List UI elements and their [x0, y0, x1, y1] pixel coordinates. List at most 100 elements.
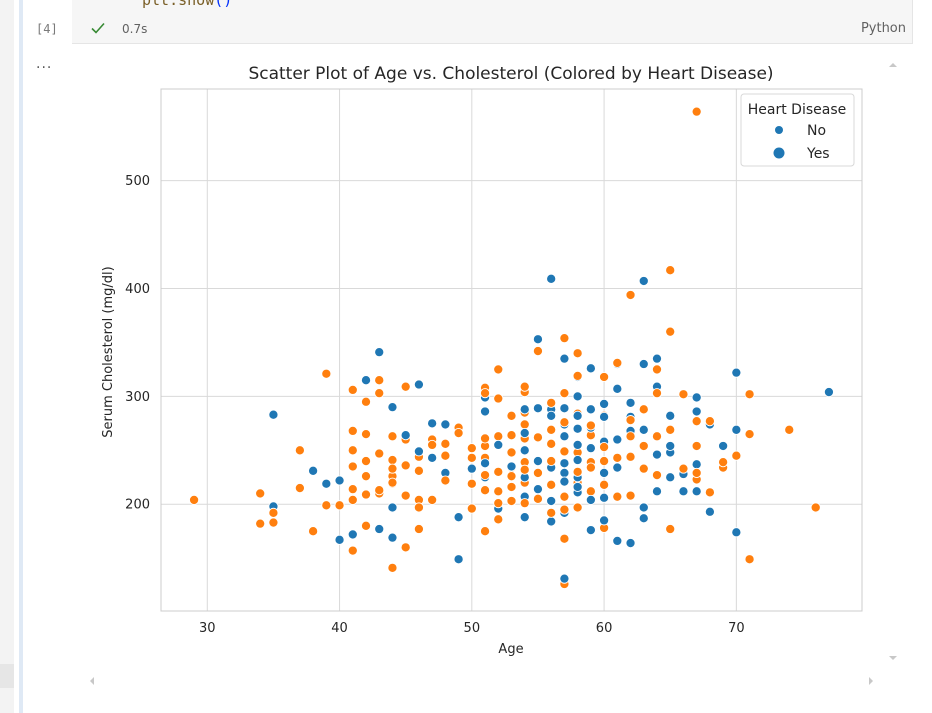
- data-point-no: [440, 419, 451, 430]
- data-point-yes: [374, 375, 385, 386]
- tick-labels: 30 40 50 60 70 200 300 400 500: [125, 174, 744, 636]
- data-point-yes: [387, 431, 398, 442]
- data-point-yes: [387, 477, 398, 488]
- data-point-yes: [493, 364, 504, 375]
- data-point-yes: [440, 450, 451, 461]
- x-tick-label: 60: [596, 621, 613, 636]
- data-point-no: [572, 410, 583, 421]
- data-point-no: [718, 440, 729, 452]
- data-point-yes: [347, 545, 358, 556]
- data-point-yes: [308, 526, 319, 537]
- data-point-no: [387, 402, 398, 413]
- data-point-yes: [506, 495, 517, 507]
- data-point-no: [691, 406, 702, 417]
- data-point-yes: [360, 489, 372, 500]
- data-point-no: [453, 554, 464, 565]
- data-point-no: [665, 440, 676, 452]
- data-point-yes: [519, 419, 530, 430]
- code-line[interactable]: plt.show(): [142, 0, 232, 9]
- data-point-yes: [651, 364, 663, 375]
- data-point-yes: [493, 498, 504, 509]
- data-point-yes: [691, 106, 702, 117]
- data-point-yes: [493, 514, 504, 525]
- scroll-right-icon[interactable]: [869, 677, 873, 685]
- data-point-yes: [599, 479, 610, 490]
- data-point-no: [546, 273, 557, 284]
- data-point-yes: [665, 424, 676, 435]
- data-point-no: [532, 403, 544, 414]
- data-point-yes: [413, 523, 424, 535]
- data-point-yes: [466, 443, 477, 454]
- data-point-no: [731, 367, 742, 378]
- data-point-no: [665, 410, 676, 421]
- data-point-no: [612, 383, 623, 394]
- data-point-yes: [347, 494, 358, 505]
- data-point-no: [572, 481, 583, 493]
- output-menu-icon[interactable]: ...: [36, 56, 53, 72]
- data-point-yes: [387, 463, 398, 474]
- data-point-yes: [294, 482, 305, 494]
- data-point-no: [823, 387, 834, 398]
- legend-label-no: No: [807, 123, 826, 139]
- data-point-yes: [387, 562, 398, 573]
- cell-focus-bar[interactable]: [19, 0, 23, 713]
- data-point-yes: [546, 479, 557, 490]
- data-point-yes: [704, 416, 715, 427]
- data-point-yes: [413, 502, 424, 513]
- scroll-up-icon[interactable]: [889, 63, 897, 67]
- data-point-yes: [665, 265, 676, 276]
- data-point-no: [599, 398, 610, 409]
- data-point-yes: [559, 446, 570, 457]
- data-point-no: [572, 454, 583, 466]
- data-point-no: [678, 486, 689, 497]
- data-point-no: [559, 573, 570, 584]
- x-tick-label: 30: [199, 621, 216, 636]
- plot-frame: [160, 88, 863, 612]
- data-point-yes: [334, 500, 345, 511]
- data-point-no: [612, 434, 623, 445]
- left-gutter: [0, 0, 14, 713]
- data-point-yes: [506, 481, 517, 493]
- data-point-no: [572, 423, 583, 434]
- scroll-down-icon[interactable]: [889, 656, 897, 660]
- data-point-no: [665, 472, 676, 483]
- data-point-yes: [559, 504, 570, 515]
- y-tick-label: 300: [125, 390, 150, 405]
- data-point-no: [546, 410, 557, 421]
- data-point-no: [334, 475, 345, 486]
- data-point-no: [559, 431, 570, 442]
- data-point-yes: [387, 454, 398, 466]
- kernel-language[interactable]: Python: [860, 21, 906, 36]
- data-point-no: [466, 463, 477, 474]
- data-point-no: [532, 484, 544, 495]
- legend-label-yes: Yes: [806, 146, 830, 162]
- code-editor[interactable]: plt.show(): [72, 0, 913, 15]
- code-function: plt.show: [142, 0, 215, 9]
- data-point-no: [347, 529, 358, 540]
- data-point-yes: [572, 502, 583, 513]
- data-point-yes: [532, 467, 544, 479]
- data-point-no: [519, 445, 530, 456]
- data-point-no: [479, 458, 491, 469]
- execution-duration: 0.7s: [122, 22, 148, 36]
- data-point-yes: [321, 368, 332, 379]
- data-point-yes: [638, 404, 649, 415]
- data-point-no: [638, 275, 649, 287]
- code-paren: (): [214, 0, 233, 9]
- data-point-yes: [519, 498, 530, 509]
- chart-title: Scatter Plot of Age vs. Cholesterol (Col…: [248, 64, 773, 84]
- data-point-no: [585, 494, 596, 505]
- data-point-no: [612, 462, 623, 473]
- data-point-yes: [559, 388, 570, 399]
- data-point-yes: [268, 517, 279, 528]
- scroll-left-icon[interactable]: [90, 677, 94, 685]
- data-point-no: [599, 492, 610, 503]
- data-point-yes: [347, 461, 358, 472]
- data-point-yes: [374, 448, 385, 459]
- data-point-yes: [374, 485, 385, 496]
- legend-marker-no: [775, 126, 783, 134]
- data-point-yes: [506, 410, 517, 421]
- y-axis-label: Serum Cholesterol (mg/dl): [101, 266, 116, 437]
- data-point-yes: [532, 346, 544, 357]
